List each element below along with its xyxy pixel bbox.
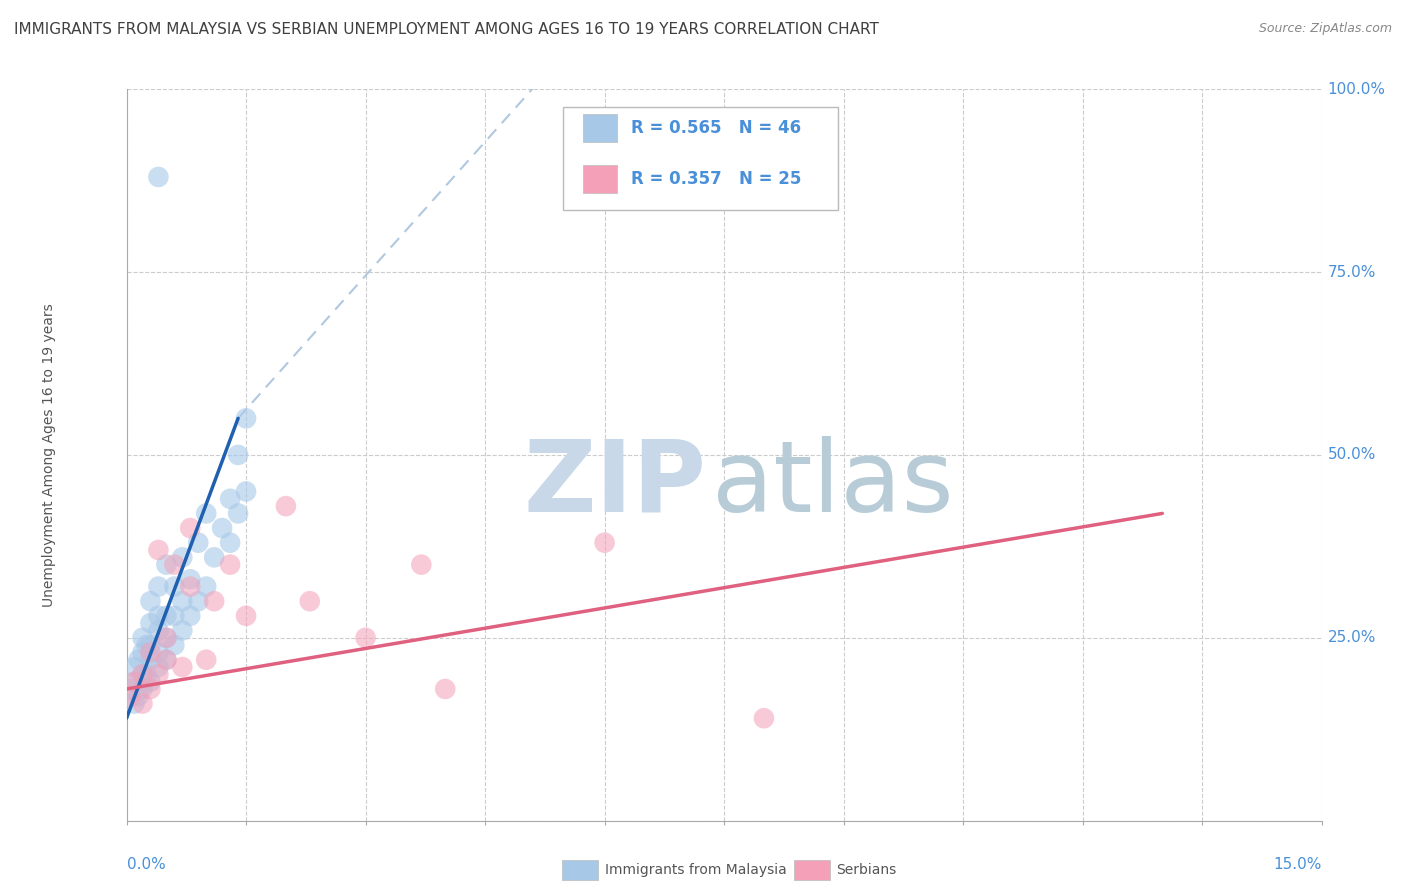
Point [131, 697, 153, 711]
Point [148, 624, 170, 638]
Point [131, 681, 153, 696]
Point [139, 594, 162, 608]
Text: 100.0%: 100.0% [1327, 82, 1386, 96]
Point [202, 550, 225, 565]
Point [124, 697, 146, 711]
Point [124, 674, 146, 689]
Text: ZIP: ZIP [523, 435, 706, 533]
Point [752, 711, 775, 725]
Point [187, 535, 209, 549]
Point [226, 448, 249, 462]
Point [179, 572, 201, 586]
Point [172, 594, 194, 608]
Point [219, 491, 242, 506]
Point [187, 594, 209, 608]
Point [593, 535, 616, 549]
Text: 25.0%: 25.0% [1327, 631, 1376, 645]
Point [155, 631, 177, 645]
Point [155, 631, 177, 645]
Point [148, 608, 170, 623]
Point [135, 638, 157, 652]
Point [219, 558, 242, 572]
Text: IMMIGRANTS FROM MALAYSIA VS SERBIAN UNEMPLOYMENT AMONG AGES 16 TO 19 YEARS CORRE: IMMIGRANTS FROM MALAYSIA VS SERBIAN UNEM… [14, 22, 879, 37]
Text: 15.0%: 15.0% [1274, 857, 1322, 872]
Point [274, 499, 297, 513]
Text: Immigrants from Malaysia: Immigrants from Malaysia [605, 863, 786, 877]
Text: Source: ZipAtlas.com: Source: ZipAtlas.com [1258, 22, 1392, 36]
Point [148, 543, 170, 558]
FancyBboxPatch shape [562, 108, 838, 210]
Point [163, 580, 186, 594]
Point [139, 638, 162, 652]
Point [131, 645, 153, 659]
Point [124, 674, 146, 689]
Point [163, 608, 186, 623]
Point [127, 690, 149, 704]
Point [226, 507, 249, 521]
Point [202, 594, 225, 608]
Text: atlas: atlas [711, 435, 953, 533]
Point [235, 608, 257, 623]
Point [135, 667, 157, 681]
Text: R = 0.357   N = 25: R = 0.357 N = 25 [631, 170, 801, 188]
Text: R = 0.565   N = 46: R = 0.565 N = 46 [631, 119, 801, 137]
Bar [583, 165, 616, 193]
Text: Serbians: Serbians [837, 863, 897, 877]
Point [148, 645, 170, 659]
Point [172, 624, 194, 638]
Point [155, 558, 177, 572]
Point [131, 667, 153, 681]
Point [155, 653, 177, 667]
Text: Unemployment Among Ages 16 to 19 years: Unemployment Among Ages 16 to 19 years [42, 303, 56, 607]
Point [235, 484, 257, 499]
Point [148, 169, 170, 184]
Point [235, 411, 257, 425]
Point [139, 653, 162, 667]
Point [148, 667, 170, 681]
Point [179, 608, 201, 623]
Point [155, 653, 177, 667]
Point [155, 608, 177, 623]
Text: 75.0%: 75.0% [1327, 265, 1376, 279]
Point [354, 631, 377, 645]
Point [172, 660, 194, 674]
Point [195, 507, 218, 521]
Point [411, 558, 433, 572]
Point [163, 638, 186, 652]
Point [163, 558, 186, 572]
Point [127, 653, 149, 667]
Point [139, 616, 162, 631]
Point [120, 690, 142, 704]
Point [139, 681, 162, 696]
Point [148, 580, 170, 594]
Point [131, 631, 153, 645]
Point [434, 681, 457, 696]
Point [139, 645, 162, 659]
Point [195, 653, 218, 667]
Point [172, 550, 194, 565]
Point [124, 660, 146, 674]
Point [148, 660, 170, 674]
Point [131, 667, 153, 681]
Point [195, 580, 218, 594]
Point [219, 535, 242, 549]
Point [179, 580, 201, 594]
Point [298, 594, 321, 608]
Text: 0.0%: 0.0% [127, 857, 166, 872]
Point [139, 674, 162, 689]
Point [120, 681, 142, 696]
Text: 50.0%: 50.0% [1327, 448, 1376, 462]
Bar [583, 114, 616, 142]
Point [179, 521, 201, 535]
Point [211, 521, 233, 535]
